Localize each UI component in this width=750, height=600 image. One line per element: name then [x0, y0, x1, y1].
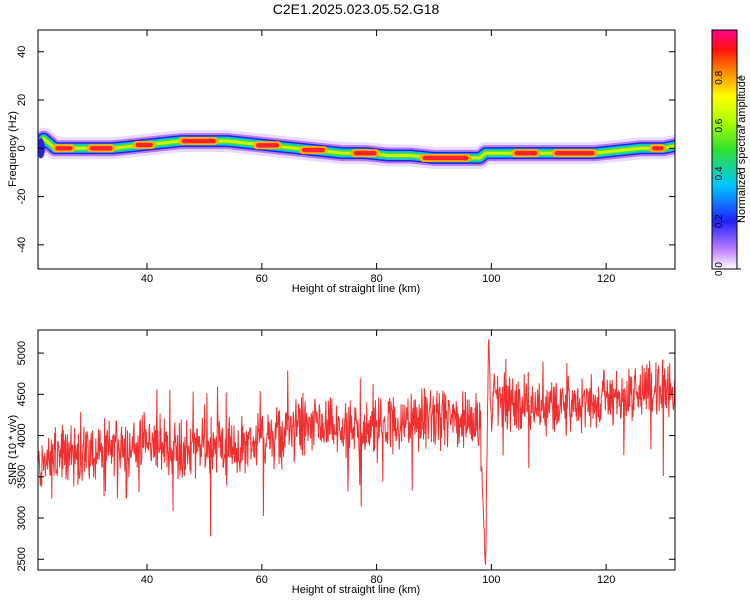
snr-ytick-label: 5000 — [16, 341, 28, 365]
spectrogram-ytick-label: -40 — [16, 237, 28, 253]
snr-xtick-label: 40 — [141, 574, 153, 586]
colorbar-label: Normalized spectral amplitude — [736, 75, 748, 223]
snr-xtick-label: 120 — [597, 574, 615, 586]
colorbar-tick-label: 0.2 — [714, 214, 725, 228]
colorbar-gradient — [711, 29, 738, 270]
spectrogram-peak — [514, 150, 538, 156]
colorbar-tick-label: 0.4 — [714, 166, 725, 180]
spectrogram-peak — [652, 146, 664, 151]
spectrogram-heatmap — [38, 127, 675, 169]
spectrogram-peak — [256, 143, 280, 148]
spectrogram-ytick-label: -20 — [16, 189, 28, 205]
snr-ylabel: SNR (10 * v/v) — [7, 415, 19, 485]
spectrogram-ytick-label: 40 — [16, 46, 28, 58]
snr-ytick-label: 2500 — [16, 547, 28, 571]
spectrogram-peak — [89, 146, 113, 151]
spectrogram-xtick-label: 40 — [141, 273, 153, 285]
spectrogram-xtick-label: 100 — [482, 273, 500, 285]
colorbar-tick-label: 0.6 — [714, 118, 725, 132]
colorbar: 0.0 0.2 0.4 0.6 0.8 Normalized spectral ampl… — [711, 29, 748, 276]
spectrogram-ytick-label: 0 — [16, 145, 28, 151]
snr-ytick-label: 4000 — [16, 423, 28, 447]
snr-ytick-label: 3500 — [16, 465, 28, 489]
snr-xtick-label: 100 — [482, 574, 500, 586]
spectrogram-xtick-label: 120 — [597, 273, 615, 285]
snr-xtick-label: 60 — [256, 574, 268, 586]
spectrogram-panel: 40 60 80 100 120 -40 -20 0 20 40 Height of strai… — [7, 29, 676, 295]
figure-title: C2E1.2025.023.05.52.G18 — [273, 1, 440, 17]
colorbar-tick-label: 0.0 — [714, 262, 725, 276]
spectrogram-peak — [301, 147, 325, 153]
spectrogram-y-axis: -40 -20 0 20 40 — [16, 46, 675, 253]
spectrogram-peak — [422, 155, 469, 161]
snr-xtick-label: 80 — [370, 574, 382, 586]
spectrogram-xlabel: Height of straight line (km) — [292, 283, 420, 295]
snr-ytick-label: 4500 — [16, 382, 28, 406]
spectrogram-peak — [55, 146, 73, 151]
spectrogram-peak — [554, 150, 595, 156]
spectrogram-ylabel: Frequency (Hz) — [7, 111, 19, 187]
snr-plot-area — [38, 330, 675, 570]
spectrogram-x-axis: 40 60 80 100 120 — [141, 30, 615, 285]
snr-series-line — [38, 339, 675, 565]
snr-frame — [37, 329, 676, 571]
colorbar-tick-label: 0.8 — [714, 70, 725, 84]
snr-x-axis: 40 60 80 100 120 — [141, 330, 615, 586]
snr-xlabel: Height of straight line (km) — [292, 584, 420, 596]
spectrogram-xtick-label: 80 — [370, 273, 382, 285]
spectrogram-peak — [181, 138, 216, 144]
spectrogram-peak — [353, 150, 377, 156]
snr-y-axis: 2500 3000 3500 4000 4500 5000 — [16, 341, 675, 572]
spectrogram-frame — [37, 29, 676, 270]
snr-panel: 40 60 80 100 120 2500 3000 3500 4000 4500 5000 He… — [7, 329, 676, 596]
spectrogram-ytick-label: 20 — [16, 94, 28, 106]
colorbar-ticks: 0.0 0.2 0.4 0.6 0.8 — [714, 70, 741, 276]
snr-ytick-label: 3000 — [16, 506, 28, 530]
spectrogram-peak — [135, 142, 153, 148]
spectrogram-xtick-label: 60 — [256, 273, 268, 285]
